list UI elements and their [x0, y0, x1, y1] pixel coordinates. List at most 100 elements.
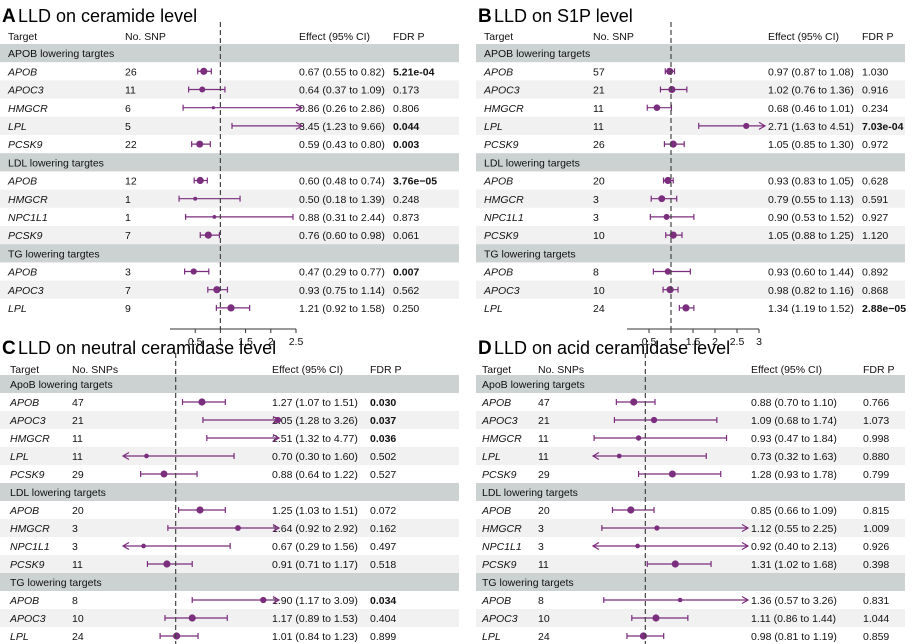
row-fdr: 0.072 — [370, 505, 396, 517]
x-tick-label: 1 — [668, 336, 674, 348]
row-effect-ci: 1.36 (0.57 to 3.26) — [751, 595, 837, 607]
point-estimate — [663, 213, 670, 220]
row-nsnp: 11 — [72, 451, 83, 463]
row-fdr: 1.030 — [862, 66, 888, 78]
row-target: PCSK9 — [482, 469, 517, 481]
row-target: HMGCR — [8, 103, 48, 115]
row-target: APOB — [481, 595, 511, 607]
row-fdr: 0.831 — [863, 595, 889, 607]
column-header-fdr: FDR P — [863, 364, 895, 376]
panel-letter: B — [478, 6, 492, 27]
row-effect-ci: 1.01 (0.84 to 1.23) — [272, 631, 358, 643]
row-band — [0, 80, 459, 99]
row-target: LPL — [482, 451, 501, 463]
row-effect-ci: 1.09 (0.68 to 1.74) — [751, 415, 837, 427]
group-label: APOB lowering targtes — [8, 48, 114, 60]
row-target: APOB — [9, 397, 39, 409]
point-estimate — [173, 632, 181, 640]
row-fdr: 0.799 — [863, 469, 889, 481]
row-fdr: 0.527 — [370, 469, 396, 481]
column-header-target: Target — [482, 364, 511, 376]
point-estimate — [188, 614, 196, 622]
row-effect-ci: 1.90 (1.17 to 3.09) — [272, 595, 358, 607]
column-header-nsnp: No. SNPs — [72, 364, 118, 376]
column-header-effect: Effect (95% CI) — [299, 31, 370, 43]
point-estimate — [200, 67, 208, 75]
row-nsnp: 8 — [538, 595, 544, 607]
row-target: APOC3 — [483, 85, 520, 97]
row-fdr: 0.034 — [370, 595, 396, 607]
row-fdr: 0.250 — [393, 303, 419, 315]
ci-arrow-right — [295, 121, 304, 130]
row-nsnp: 20 — [72, 505, 84, 517]
row-target: APOC3 — [9, 415, 46, 427]
panel-c: C LLD on neutral ceramidase level Target No… — [0, 338, 459, 644]
row-target: APOC3 — [481, 415, 518, 427]
group-label: TG lowering targets — [10, 577, 102, 589]
row-effect-ci: 1.31 (1.02 to 1.68) — [751, 559, 837, 571]
row-nsnp: 24 — [72, 631, 84, 643]
group-band — [0, 483, 459, 501]
group-label: LDL lowering targtes — [8, 157, 104, 169]
panel-letter: D — [478, 338, 492, 359]
row-effect-ci: 2.71 (1.63 to 4.51) — [768, 121, 854, 133]
row-nsnp: 11 — [538, 559, 549, 571]
panel-title: LLD on acid ceramidase level — [494, 338, 730, 358]
row-effect-ci: 0.79 (0.55 to 1.13) — [768, 194, 854, 206]
point-estimate — [671, 560, 679, 568]
row-effect-ci: 3.45 (1.23 to 9.66) — [299, 121, 385, 133]
row-effect-ci: 0.50 (0.18 to 1.39) — [299, 194, 385, 206]
row-fdr: 0.868 — [862, 285, 888, 297]
column-header-nsnp: No. SNP — [125, 31, 166, 43]
ci-arrow-right — [741, 595, 750, 605]
row-nsnp: 10 — [538, 613, 550, 625]
row-fdr: 0.007 — [393, 267, 419, 279]
row-fdr: 0.926 — [863, 541, 889, 553]
x-tick-label: 2 — [268, 336, 274, 348]
column-header-target: Target — [484, 31, 513, 43]
row-target: PCSK9 — [10, 469, 45, 481]
point-estimate — [650, 416, 658, 424]
row-fdr: 1.073 — [863, 415, 889, 427]
group-label: LDL lowering targets — [484, 157, 580, 169]
row-effect-ci: 0.98 (0.81 to 1.19) — [751, 631, 837, 643]
row-band — [476, 189, 905, 208]
row-fdr: 0.030 — [370, 397, 396, 409]
point-estimate — [196, 140, 204, 148]
panel-letter: A — [2, 6, 16, 27]
row-target: LPL — [484, 121, 503, 133]
row-effect-ci: 1.05 (0.88 to 1.25) — [768, 230, 854, 242]
point-estimate — [627, 506, 635, 514]
point-estimate — [616, 453, 622, 459]
row-fdr: 7.03e-04 — [862, 121, 904, 133]
x-tick-label: 2.5 — [730, 336, 745, 348]
point-estimate — [635, 543, 640, 549]
row-fdr: 1.044 — [863, 613, 889, 625]
group-band — [0, 153, 459, 172]
group-band — [476, 153, 905, 172]
ci-arrow-right — [272, 595, 281, 605]
row-effect-ci: 2.51 (1.32 to 4.77) — [272, 433, 358, 445]
row-nsnp: 20 — [593, 176, 605, 188]
row-target: HMGCR — [484, 103, 524, 115]
row-target: APOC3 — [9, 613, 46, 625]
row-fdr: 0.518 — [370, 559, 396, 571]
row-nsnp: 3 — [72, 541, 78, 553]
row-nsnp: 7 — [125, 230, 131, 242]
row-band — [0, 609, 459, 627]
row-band — [476, 226, 905, 245]
row-effect-ci: 0.70 (0.30 to 1.60) — [272, 451, 358, 463]
group-band — [476, 375, 905, 393]
group-label: TG lowering targets — [482, 577, 574, 589]
row-target: APOC3 — [7, 85, 44, 97]
row-fdr: 0.892 — [862, 267, 888, 279]
point-estimate — [682, 304, 690, 312]
panel-title: LLD on S1P level — [494, 6, 633, 26]
row-effect-ci: 0.93 (0.75 to 1.14) — [299, 285, 385, 297]
row-nsnp: 26 — [593, 139, 605, 151]
row-fdr: 0.815 — [863, 505, 889, 517]
row-fdr: 0.502 — [370, 451, 396, 463]
row-nsnp: 8 — [72, 595, 78, 607]
row-nsnp: 11 — [593, 121, 604, 133]
group-band — [476, 44, 905, 63]
